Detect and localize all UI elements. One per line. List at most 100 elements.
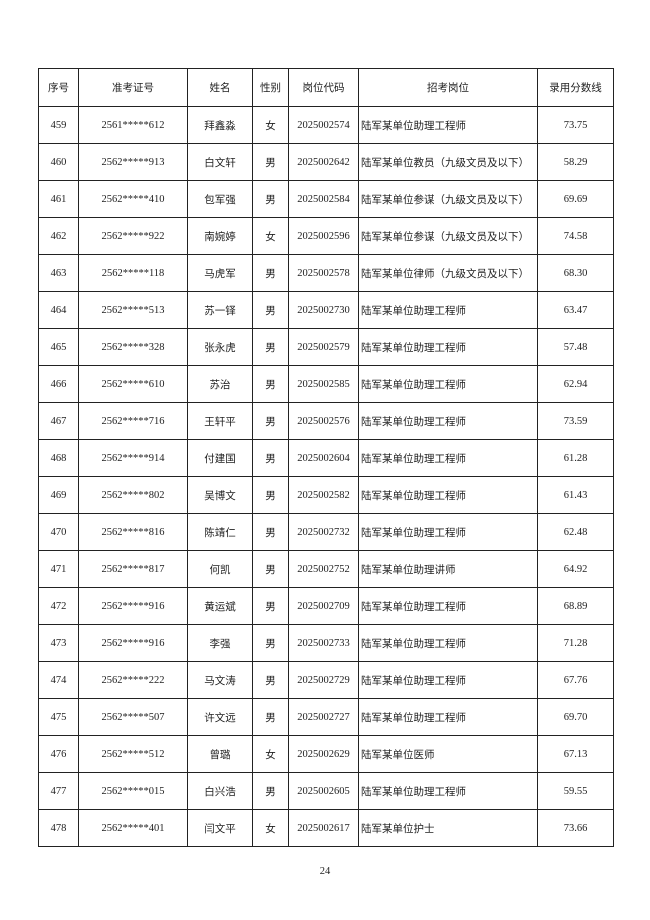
cell-position: 陆军某单位助理工程师 <box>358 476 538 514</box>
table-row: 469 2562*****802 吴博文男 2025002582 陆军某单位助理工程师 6… <box>38 476 614 514</box>
cell-name: 闫文平 <box>187 809 253 847</box>
cell-gender: 男 <box>252 587 289 625</box>
cell-position-code: 2025002629 <box>288 735 359 773</box>
table-row: 474 2562*****222 马文涛男 2025002729 陆军某单位助理工程师 6… <box>38 661 614 699</box>
cell-gender: 女 <box>252 735 289 773</box>
cell-gender: 男 <box>252 143 289 181</box>
cell-position-code: 2025002585 <box>288 365 359 403</box>
cell-score-line: 71.28 <box>537 624 614 662</box>
cell-index: 465 <box>38 328 79 366</box>
cell-exam-id: 2562*****916 <box>78 587 188 625</box>
cell-name: 付建国 <box>187 439 253 477</box>
cell-gender: 男 <box>252 365 289 403</box>
cell-score-line: 67.13 <box>537 735 614 773</box>
cell-score-line: 63.47 <box>537 291 614 329</box>
cell-score-line: 73.66 <box>537 809 614 847</box>
cell-position: 陆军某单位参谋（九级文员及以下） <box>358 180 538 218</box>
cell-name: 白兴浩 <box>187 772 253 810</box>
cell-position-code: 2025002584 <box>288 180 359 218</box>
table-row: 463 2562*****118 马虎军男 2025002578 陆军某单位律师（九级文… <box>38 254 614 292</box>
cell-position-code: 2025002752 <box>288 550 359 588</box>
cell-score-line: 62.94 <box>537 365 614 403</box>
cell-gender: 男 <box>252 402 289 440</box>
cell-name: 曾璐 <box>187 735 253 773</box>
cell-exam-id: 2562*****015 <box>78 772 188 810</box>
cell-index: 466 <box>38 365 79 403</box>
column-header-index: 序号 <box>38 68 79 107</box>
cell-index: 472 <box>38 587 79 625</box>
cell-index: 469 <box>38 476 79 514</box>
cell-position-code: 2025002605 <box>288 772 359 810</box>
cell-position: 陆军某单位教员（九级文员及以下） <box>358 143 538 181</box>
table-row: 470 2562*****816 陈靖仁男 2025002732 陆军某单位助理工程师 6… <box>38 513 614 551</box>
cell-gender: 男 <box>252 698 289 736</box>
cell-position-code: 2025002642 <box>288 143 359 181</box>
column-header-position: 招考岗位 <box>358 68 538 107</box>
cell-index: 461 <box>38 180 79 218</box>
cell-index: 459 <box>38 106 79 144</box>
cell-name: 包军强 <box>187 180 253 218</box>
cell-position: 陆军某单位助理工程师 <box>358 772 538 810</box>
table-row: 459 2561*****612 拜鑫淼女 2025002574 陆军某单位助理工程师 7… <box>38 106 614 144</box>
column-header-position-code: 岗位代码 <box>288 68 359 107</box>
cell-exam-id: 2562*****916 <box>78 624 188 662</box>
cell-name: 白文轩 <box>187 143 253 181</box>
column-header-exam-id: 准考证号 <box>78 68 188 107</box>
cell-score-line: 69.69 <box>537 180 614 218</box>
table-row: 476 2562*****512 曾璐女 2025002629 陆军某单位医师 67.13 <box>38 735 614 773</box>
cell-gender: 女 <box>252 106 289 144</box>
cell-name: 李强 <box>187 624 253 662</box>
cell-gender: 男 <box>252 661 289 699</box>
table-row: 471 2562*****817 何凯男 2025002752 陆军某单位助理讲师 64.… <box>38 550 614 588</box>
cell-position: 陆军某单位助理工程师 <box>358 328 538 366</box>
cell-exam-id: 2562*****922 <box>78 217 188 255</box>
cell-position: 陆军某单位助理工程师 <box>358 624 538 662</box>
cell-position-code: 2025002732 <box>288 513 359 551</box>
table-row: 466 2562*****610 苏治男 2025002585 陆军某单位助理工程师 62… <box>38 365 614 403</box>
table-row: 478 2562*****401 闫文平女 2025002617 陆军某单位护士 73.6… <box>38 809 614 847</box>
cell-gender: 男 <box>252 476 289 514</box>
cell-gender: 男 <box>252 550 289 588</box>
table-row: 467 2562*****716 王轩平男 2025002576 陆军某单位助理工程师 7… <box>38 402 614 440</box>
cell-index: 477 <box>38 772 79 810</box>
cell-index: 464 <box>38 291 79 329</box>
results-table: 序号 准考证号 姓名 性别 岗位代码 招考岗位 录用分数线 459 2561*****612 拜… <box>38 68 614 847</box>
cell-exam-id: 2562*****410 <box>78 180 188 218</box>
cell-name: 苏治 <box>187 365 253 403</box>
cell-gender: 男 <box>252 624 289 662</box>
cell-position: 陆军某单位助理工程师 <box>358 365 538 403</box>
cell-gender: 男 <box>252 291 289 329</box>
cell-name: 黄运斌 <box>187 587 253 625</box>
cell-index: 463 <box>38 254 79 292</box>
cell-position-code: 2025002733 <box>288 624 359 662</box>
cell-index: 468 <box>38 439 79 477</box>
cell-score-line: 61.28 <box>537 439 614 477</box>
cell-position-code: 2025002727 <box>288 698 359 736</box>
cell-exam-id: 2562*****817 <box>78 550 188 588</box>
cell-position: 陆军某单位助理工程师 <box>358 587 538 625</box>
cell-index: 474 <box>38 661 79 699</box>
cell-exam-id: 2562*****914 <box>78 439 188 477</box>
cell-position: 陆军某单位参谋（九级文员及以下） <box>358 217 538 255</box>
cell-index: 460 <box>38 143 79 181</box>
cell-score-line: 69.70 <box>537 698 614 736</box>
cell-score-line: 57.48 <box>537 328 614 366</box>
cell-index: 478 <box>38 809 79 847</box>
table-row: 464 2562*****513 苏一铎男 2025002730 陆军某单位助理工程师 6… <box>38 291 614 329</box>
cell-exam-id: 2561*****612 <box>78 106 188 144</box>
cell-score-line: 74.58 <box>537 217 614 255</box>
cell-index: 476 <box>38 735 79 773</box>
cell-gender: 男 <box>252 513 289 551</box>
cell-position: 陆军某单位护士 <box>358 809 538 847</box>
cell-position: 陆军某单位医师 <box>358 735 538 773</box>
table-row: 461 2562*****410 包军强男 2025002584 陆军某单位参谋（九级文… <box>38 180 614 218</box>
cell-score-line: 68.30 <box>537 254 614 292</box>
cell-exam-id: 2562*****513 <box>78 291 188 329</box>
cell-gender: 男 <box>252 328 289 366</box>
table-row: 460 2562*****913 白文轩男 2025002642 陆军某单位教员（九级文… <box>38 143 614 181</box>
cell-position-code: 2025002617 <box>288 809 359 847</box>
cell-exam-id: 2562*****507 <box>78 698 188 736</box>
cell-position-code: 2025002574 <box>288 106 359 144</box>
cell-position-code: 2025002604 <box>288 439 359 477</box>
column-header-gender: 性别 <box>252 68 289 107</box>
